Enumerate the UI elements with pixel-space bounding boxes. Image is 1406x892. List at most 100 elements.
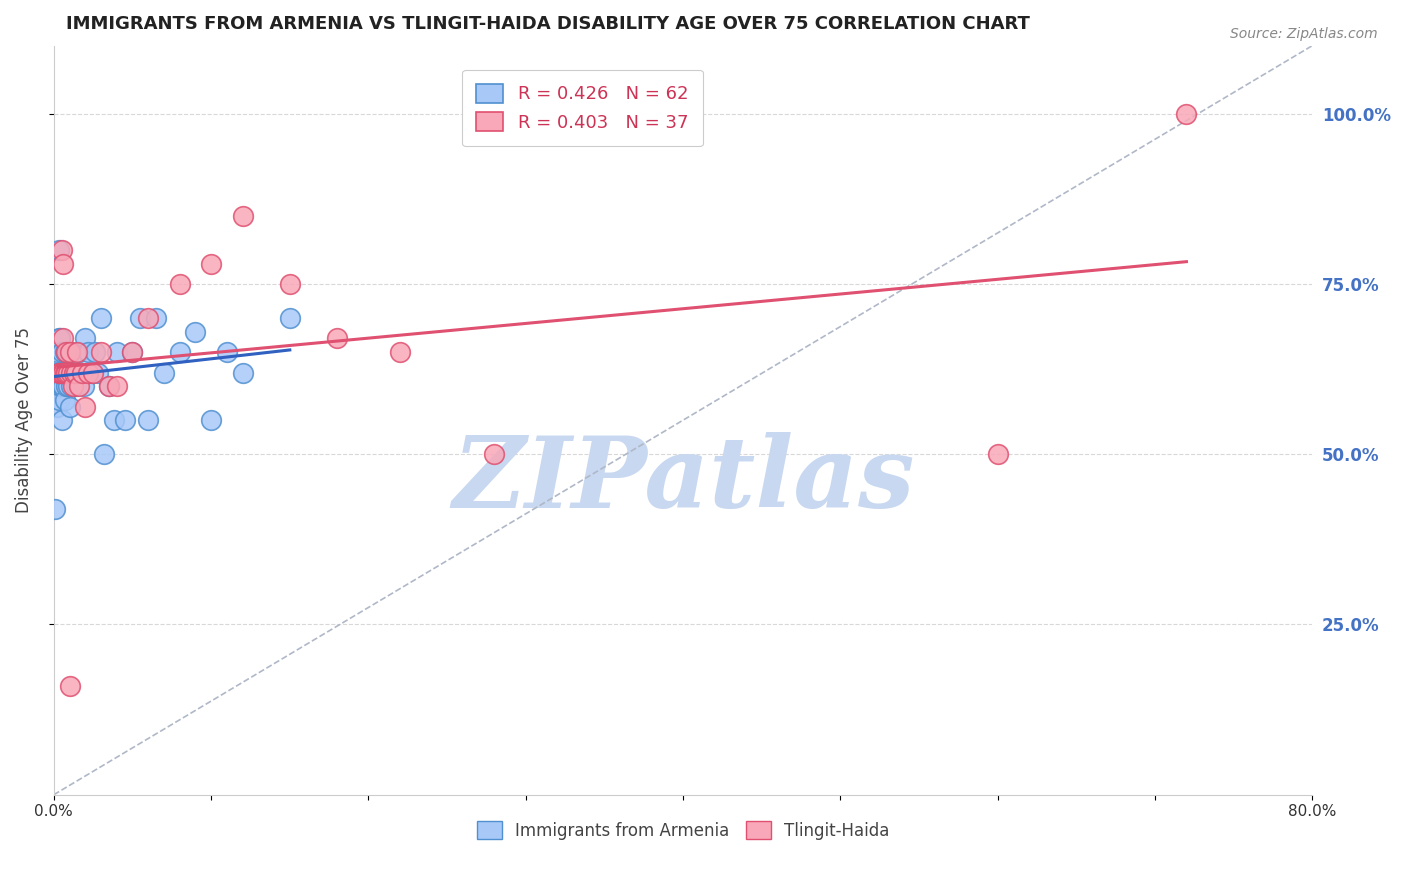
Point [58,366,80,380]
Point [48,366,70,380]
Point [53,345,76,359]
Point [51,413,73,427]
Point [46,345,69,359]
Point [93,447,115,461]
Point [55,366,77,380]
Point [49,379,72,393]
Point [51,243,73,257]
Point [53,366,76,380]
Point [69,366,91,380]
Point [114,413,136,427]
Point [75,400,97,414]
Point [121,345,143,359]
Point [80,366,103,380]
Point [75,331,97,345]
Point [62,379,84,393]
Point [82,366,104,380]
Point [987,447,1010,461]
Point [278,311,301,326]
Point [200,413,222,427]
Point [52,366,75,380]
Point [153,366,176,380]
Point [52,331,75,345]
Point [49,331,72,345]
Point [90,311,112,326]
Point [77,345,100,359]
Point [58,366,80,380]
Point [55,345,77,359]
Point [1175,107,1198,121]
Text: Source: ZipAtlas.com: Source: ZipAtlas.com [1230,27,1378,41]
Point [56,366,79,380]
Text: ZIPatlas: ZIPatlas [451,432,914,528]
Legend: Immigrants from Armenia, Tlingit-Haida: Immigrants from Armenia, Tlingit-Haida [470,814,896,847]
Point [48,243,70,257]
Point [52,256,75,270]
Point [169,277,191,291]
Point [87,366,110,380]
Point [63,366,86,380]
Point [77,366,100,380]
Point [232,366,254,380]
Point [51,345,73,359]
Point [60,366,83,380]
Point [121,345,143,359]
Point [48,392,70,407]
Point [56,345,79,359]
Point [184,325,207,339]
Point [55,366,77,380]
Point [51,379,73,393]
Point [67,345,90,359]
Point [58,679,80,693]
Point [136,413,159,427]
Point [48,331,70,345]
Point [484,447,506,461]
Point [66,345,89,359]
Point [129,311,152,326]
Point [97,379,120,393]
Point [53,366,76,380]
Point [62,366,84,380]
Point [49,366,72,380]
Point [51,366,73,380]
Point [200,256,222,270]
Point [58,345,80,359]
Point [70,366,93,380]
Point [83,345,105,359]
Point [55,345,77,359]
Point [65,366,87,380]
Point [60,345,83,359]
Point [90,345,112,359]
Point [55,379,77,393]
Point [51,366,73,380]
Point [44,501,66,516]
Point [52,379,75,393]
Point [65,379,87,393]
Point [388,345,411,359]
Point [278,277,301,291]
Text: IMMIGRANTS FROM ARMENIA VS TLINGIT-HAIDA DISABILITY AGE OVER 75 CORRELATION CHAR: IMMIGRANTS FROM ARMENIA VS TLINGIT-HAIDA… [66,15,1031,33]
Point [103,413,125,427]
Point [53,392,76,407]
Point [145,311,167,326]
Point [70,366,93,380]
Point [58,400,80,414]
Point [52,366,75,380]
Point [67,379,90,393]
Point [46,400,69,414]
Point [63,366,86,380]
Point [44,366,66,380]
Point [215,345,238,359]
Point [97,379,120,393]
Y-axis label: Disability Age Over 75: Disability Age Over 75 [15,327,32,513]
Point [73,379,96,393]
Point [136,311,159,326]
Point [56,379,79,393]
Point [60,379,83,393]
Point [49,366,72,380]
Point [232,209,254,223]
Point [326,331,349,345]
Point [66,366,89,380]
Point [46,379,69,393]
Point [105,379,128,393]
